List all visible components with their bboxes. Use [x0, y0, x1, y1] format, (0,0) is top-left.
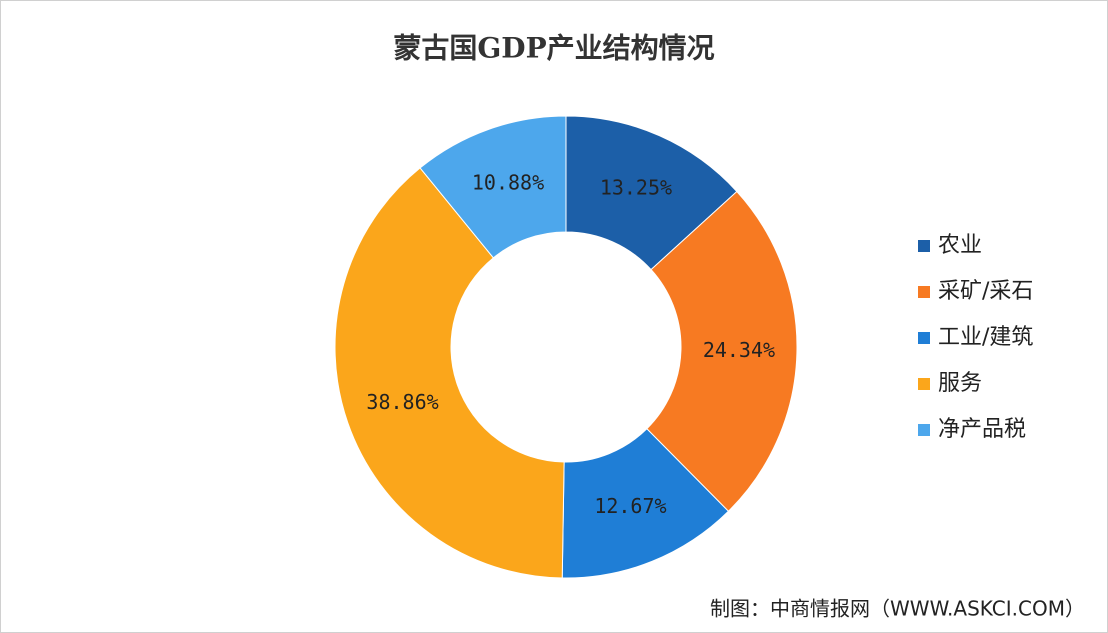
donut-slice — [419, 115, 567, 259]
legend-label: 农业 — [938, 233, 982, 258]
legend-label: 采矿/采石 — [938, 279, 1033, 304]
legend-label: 服务 — [938, 371, 982, 396]
donut-slice — [334, 167, 565, 579]
data-label: 10.88% — [472, 171, 544, 195]
data-label: 24.34% — [703, 338, 775, 362]
legend-swatch — [918, 378, 930, 390]
donut-slice — [565, 115, 738, 271]
legend-swatch — [918, 240, 930, 252]
legend-label: 净产品税 — [938, 417, 1026, 442]
donut-slice — [646, 190, 798, 512]
legend-label: 工业/建筑 — [938, 325, 1033, 350]
legend-swatch — [918, 286, 930, 298]
data-label: 38.86% — [366, 390, 438, 414]
data-label: 13.25% — [600, 175, 672, 199]
legend-swatch — [918, 424, 930, 436]
data-label: 12.67% — [594, 494, 666, 518]
source: 制图：中商情报网（WWW.ASKCI.COM） — [710, 597, 1085, 621]
legend-swatch — [918, 332, 930, 344]
chart-title: 蒙古国GDP产业结构情况 — [393, 32, 714, 65]
